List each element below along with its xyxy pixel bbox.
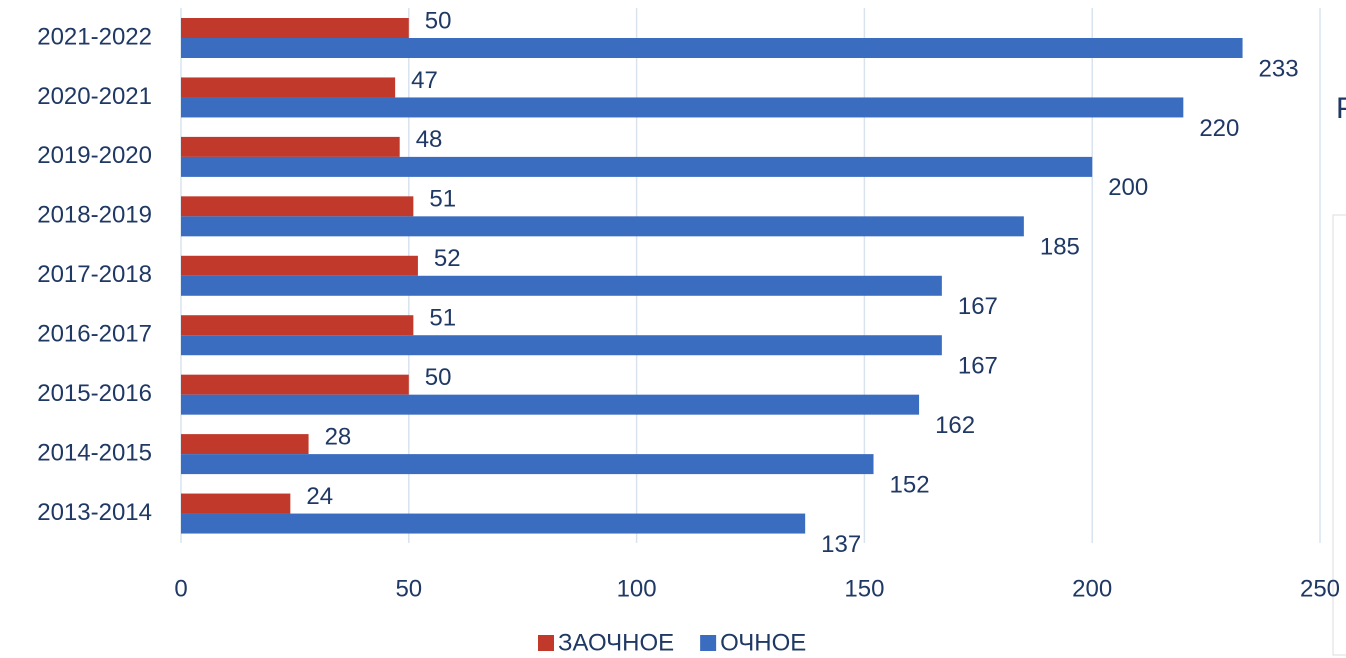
legend-label: ЗАОЧНОЕ [558, 629, 674, 656]
value-label: 162 [935, 412, 975, 439]
y-tick-label: 2013-2014 [37, 499, 152, 526]
value-label: 51 [429, 186, 456, 213]
bar [181, 136, 400, 157]
bar [181, 38, 1243, 58]
y-tick-label: 2017-2018 [37, 261, 152, 288]
bar [181, 18, 409, 38]
y-tick-label: 2021-2022 [37, 23, 152, 50]
x-tick-label: 150 [844, 575, 884, 602]
bar [181, 394, 920, 415]
value-label: 185 [1040, 234, 1080, 261]
bar [181, 335, 942, 356]
bar [181, 196, 414, 217]
y-tick-label: 2019-2020 [37, 142, 152, 169]
value-label: 167 [958, 353, 998, 380]
value-label: 137 [821, 531, 861, 558]
bar [181, 454, 874, 475]
bar [181, 156, 1093, 177]
bar [181, 77, 396, 98]
bar [181, 97, 1184, 118]
y-tick-label: 2018-2019 [37, 202, 152, 229]
legend-label: ОЧНОЕ [720, 629, 806, 656]
x-tick-label: 0 [174, 575, 187, 602]
value-label: 24 [306, 483, 333, 510]
bar [181, 513, 806, 534]
value-label: 167 [958, 293, 998, 320]
value-label: 47 [411, 67, 438, 94]
bar [181, 493, 291, 514]
x-tick-label: 250 [1300, 575, 1340, 602]
value-label: 233 [1259, 55, 1299, 82]
bar [181, 434, 309, 455]
y-tick-label: 2014-2015 [37, 439, 152, 466]
value-label: 50 [425, 7, 452, 34]
value-label: 52 [434, 245, 461, 272]
x-tick-label: 200 [1072, 575, 1112, 602]
y-tick-label: 2020-2021 [37, 83, 152, 110]
y-tick-label: 2015-2016 [37, 380, 152, 407]
value-label: 152 [890, 471, 930, 498]
value-label: 50 [425, 364, 452, 391]
value-label: 51 [429, 305, 456, 332]
value-label: 28 [325, 423, 352, 450]
x-tick-label: 100 [617, 575, 657, 602]
legend-swatch [538, 635, 554, 651]
bar [181, 255, 418, 276]
x-tick-label: 50 [395, 575, 422, 602]
value-label: 200 [1108, 174, 1148, 201]
side-panel [1332, 214, 1346, 656]
value-label: 48 [416, 126, 443, 153]
value-label: 220 [1199, 115, 1239, 142]
cropped-title: Р [1336, 92, 1346, 125]
bar [181, 315, 414, 336]
bar [181, 216, 1024, 237]
bar [181, 275, 942, 296]
bar [181, 374, 409, 395]
y-tick-label: 2016-2017 [37, 321, 152, 348]
legend-swatch [700, 635, 717, 651]
